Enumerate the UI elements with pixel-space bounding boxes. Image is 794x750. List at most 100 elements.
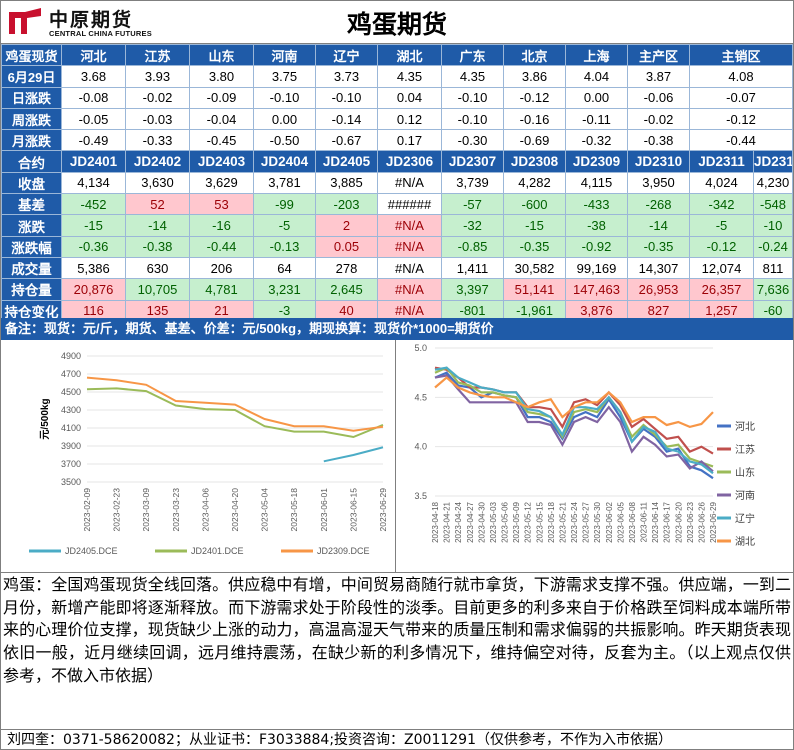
futures-value-cell: 53 xyxy=(189,193,254,216)
series-line-江苏 xyxy=(434,366,714,455)
futures-value-cell: 26,357 xyxy=(689,278,754,301)
futures-price-chart: 3500 3700 3900 4100 4300 4500 4700 4900 元/500kg 2… xyxy=(29,351,388,556)
futures-row: 持仓量 20,876 10,705 4,781 3,231 2,645 #N/A 3,397 5… xyxy=(1,278,793,301)
futures-value-cell: -5 xyxy=(253,214,316,237)
futures-row: 持仓变化 116 135 21 -3 40 #N/A -801 -1,961 3,876 827 1,… xyxy=(1,299,793,322)
series-line-河北 xyxy=(434,371,714,480)
futures-value-cell: 811 xyxy=(753,256,793,280)
y-tick-label: 3.5 xyxy=(414,491,427,501)
spot-value-cell: -0.12 xyxy=(503,86,566,109)
x-tick-label: 2023-02-09 xyxy=(82,488,92,532)
x-tick-label: 2023-05-03 xyxy=(489,501,498,542)
series-line-辽宁 xyxy=(434,366,714,475)
futures-value-cell: 1,257 xyxy=(689,299,754,322)
futures-value-cell: 10,705 xyxy=(125,278,190,301)
x-tick-label: 2023-06-15 xyxy=(348,488,358,532)
x-tick-label: 2023-06-08 xyxy=(628,501,637,542)
futures-value-cell: 5,386 xyxy=(61,256,126,280)
y-axis-label: 元/500kg xyxy=(39,398,51,439)
x-tick-label: 2023-04-30 xyxy=(477,501,486,542)
futures-value-cell: -0.35 xyxy=(503,235,566,258)
spot-value-cell: -0.03 xyxy=(125,107,190,131)
y-tick-label: 4300 xyxy=(61,405,81,415)
spot-value-cell: -0.07 xyxy=(689,86,793,109)
region-header: 广东 xyxy=(441,43,504,67)
futures-value-cell: -3 xyxy=(253,299,316,322)
series-line-河南 xyxy=(434,374,714,473)
futures-value-cell: -600 xyxy=(503,193,566,216)
spot-row-label: 6月29日 xyxy=(1,65,62,88)
legend-label: 山东 xyxy=(735,466,755,479)
spot-value-cell: 4.35 xyxy=(377,65,442,88)
x-tick-label: 2023-04-21 xyxy=(443,501,452,542)
futures-row-label: 收盘 xyxy=(1,171,62,195)
x-tick-label: 2023-03-23 xyxy=(171,488,181,532)
futures-value-cell: 99,169 xyxy=(565,256,628,280)
contract-header: JD2403 xyxy=(189,150,254,173)
x-tick-label: 2023-05-18 xyxy=(547,501,556,542)
spot-value-cell: 3.73 xyxy=(315,65,378,88)
y-tick-label: 4900 xyxy=(61,351,81,361)
x-tick-label: 2023-06-29 xyxy=(378,488,388,532)
futures-value-cell: -342 xyxy=(689,193,754,216)
futures-value-cell: 4,115 xyxy=(565,171,628,195)
spot-value-cell: 3.86 xyxy=(503,65,566,88)
futures-value-cell: 1,411 xyxy=(441,256,504,280)
spot-value-cell: -0.67 xyxy=(315,129,378,152)
futures-value-cell: 7,636 xyxy=(753,278,793,301)
spot-value-cell: 3.80 xyxy=(189,65,254,88)
spot-value-cell: 4.35 xyxy=(441,65,504,88)
futures-value-cell: -0.44 xyxy=(189,235,254,258)
unit-note: 备注：现货：元/斤，期货、基差、价差：元/500kg，期现换算：现货价*1000… xyxy=(1,318,793,340)
spot-value-cell: 0.04 xyxy=(377,86,442,109)
futures-value-cell: -0.92 xyxy=(565,235,628,258)
futures-value-cell: -548 xyxy=(753,193,793,216)
x-tick-label: 2023-05-27 xyxy=(582,501,591,542)
futures-value-cell: 3,397 xyxy=(441,278,504,301)
series-line-JD2401.DCE xyxy=(86,387,384,439)
spot-value-cell: 3.87 xyxy=(627,65,690,88)
x-tick-label: 2023-02-23 xyxy=(112,488,122,532)
region-header: 河北 xyxy=(61,43,126,67)
x-tick-label: 2023-05-18 xyxy=(289,488,299,532)
contract-header: JD2310 xyxy=(627,150,690,173)
x-tick-label: 2023-06-23 xyxy=(686,501,695,542)
market-commentary: 鸡蛋：全国鸡蛋现货全线回落。供应稳中有增，中间贸易商随行就市拿货，下游需求支撑不… xyxy=(3,575,791,685)
futures-value-cell: -0.35 xyxy=(627,235,690,258)
futures-row-label: 基差 xyxy=(1,193,62,216)
y-tick-label: 4.0 xyxy=(414,442,427,452)
spot-value-cell: -0.14 xyxy=(315,107,378,131)
futures-value-cell: 3,781 xyxy=(253,171,316,195)
y-tick-label: 4500 xyxy=(61,387,81,397)
spot-value-cell: -0.16 xyxy=(503,107,566,131)
series-line-湖北 xyxy=(434,376,714,429)
futures-value-cell: ###### xyxy=(377,193,442,216)
spot-corner-label: 鸡蛋现货 xyxy=(1,43,62,67)
futures-value-cell: -0.38 xyxy=(125,235,190,258)
x-tick-label: 2023-04-27 xyxy=(466,501,475,542)
y-tick-label: 3700 xyxy=(61,459,81,469)
futures-value-cell: 2 xyxy=(315,214,378,237)
futures-value-cell: -57 xyxy=(441,193,504,216)
spot-value-cell: -0.10 xyxy=(441,86,504,109)
spot-row-label: 月涨跌 xyxy=(1,129,62,152)
contract-header: JD2308 xyxy=(503,150,566,173)
futures-value-cell: -38 xyxy=(565,214,628,237)
spot-value-cell: -0.05 xyxy=(61,107,126,131)
futures-value-cell: 12,074 xyxy=(689,256,754,280)
futures-row: 涨跌 -15 -14 -16 -5 2 #N/A -32 -15 -38 -14 -5 -10 xyxy=(1,214,793,237)
legend-label: JD2405.DCE xyxy=(65,546,118,556)
x-tick-label: 2023-05-12 xyxy=(524,501,533,542)
futures-value-cell: 21 xyxy=(189,299,254,322)
futures-value-cell: 0.05 xyxy=(315,235,378,258)
futures-value-cell: -203 xyxy=(315,193,378,216)
region-header: 辽宁 xyxy=(315,43,378,67)
x-tick-label: 2023-06-14 xyxy=(651,501,660,542)
spot-value-cell: 3.75 xyxy=(253,65,316,88)
futures-value-cell: -16 xyxy=(189,214,254,237)
futures-row: 收盘 4,134 3,630 3,629 3,781 3,885 #N/A 3,739 4,28… xyxy=(1,171,793,195)
spot-value-cell: -0.30 xyxy=(441,129,504,152)
x-tick-label: 2023-05-06 xyxy=(501,501,510,542)
futures-value-cell: 4,230 xyxy=(753,171,793,195)
contract-header: JD2307 xyxy=(441,150,504,173)
